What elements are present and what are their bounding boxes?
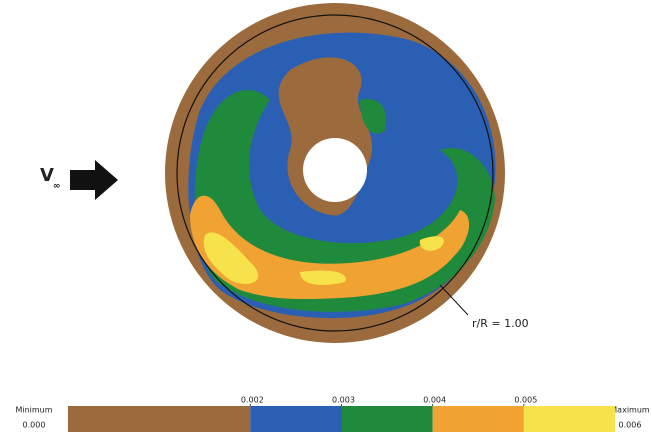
max-label: 0.006: [619, 421, 642, 430]
colorbar-band: [523, 406, 615, 432]
region-yellow: [203, 232, 259, 284]
hub: [303, 138, 367, 202]
freestream-subscript: ∞: [53, 182, 61, 192]
annotation: r/R = 1.00: [472, 317, 529, 330]
tick-label: 0.003: [332, 396, 355, 405]
contour-disk: [165, 3, 505, 343]
tick-label: 0.002: [241, 396, 264, 405]
rim-circle: [176, 14, 494, 332]
region-green-2: [360, 99, 387, 134]
colorbar-band: [250, 406, 342, 432]
region-yellow-3: [419, 236, 444, 251]
tick-label: 0.004: [423, 396, 446, 405]
region-orange: [190, 195, 470, 300]
colorbar-band: [432, 406, 524, 432]
colorbar-band: [341, 406, 433, 432]
tick-label: 0.005: [514, 396, 537, 405]
max-title: Maximum: [610, 406, 650, 415]
min-label: 0.000: [23, 421, 46, 430]
min-title: Minimum: [15, 406, 52, 415]
flow-arrow: [70, 160, 118, 200]
leader-line: [439, 284, 469, 316]
colorbar-band: [68, 406, 251, 432]
region-yellow-2: [300, 270, 346, 285]
freestream-label: V: [40, 165, 54, 186]
